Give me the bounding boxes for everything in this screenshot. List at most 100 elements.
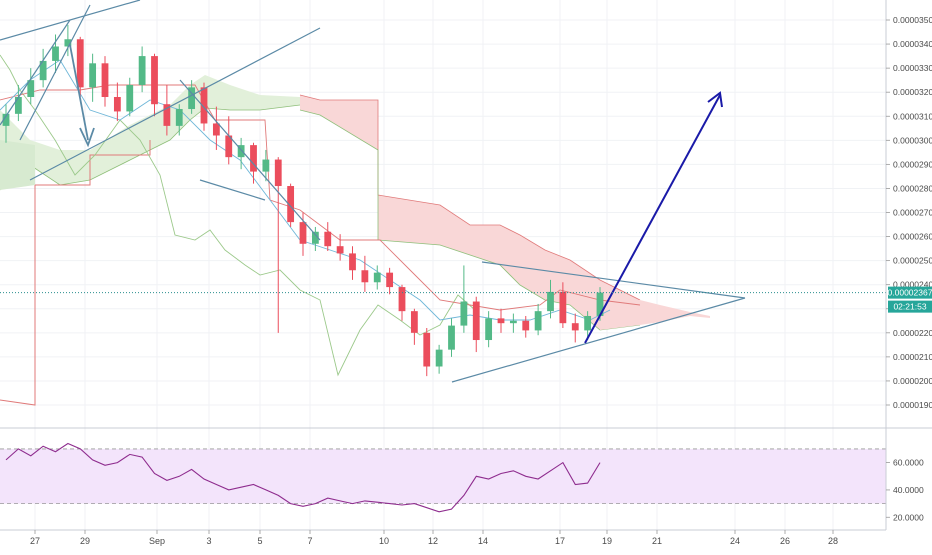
candle[interactable] <box>534 303 542 336</box>
candle[interactable] <box>212 106 220 150</box>
time-axis[interactable]: 27 29 Sep 3 5 7 10 12 14 17 19 21 24 26 28 <box>30 530 838 546</box>
candle-body <box>559 291 567 324</box>
candle[interactable] <box>163 84 171 136</box>
candle[interactable] <box>175 104 183 136</box>
rsi-tick-label: 60.0000 <box>893 458 924 468</box>
time-tick-label: 27 <box>30 536 40 546</box>
candle[interactable] <box>509 313 517 333</box>
candle[interactable] <box>472 296 480 353</box>
channel-line-inner[interactable] <box>0 19 71 126</box>
senkou-edge <box>0 140 151 406</box>
candle[interactable] <box>274 157 282 333</box>
candle[interactable] <box>435 344 443 374</box>
channel-line-steep[interactable] <box>19 4 91 141</box>
candle-body <box>237 145 245 158</box>
cloud-future <box>600 300 710 330</box>
candle[interactable] <box>324 222 332 251</box>
candle[interactable] <box>410 308 418 345</box>
candle[interactable] <box>101 56 109 107</box>
price-pane[interactable] <box>0 0 886 530</box>
candle[interactable] <box>2 104 10 143</box>
down-arrow-shaft[interactable] <box>69 44 89 141</box>
rsi-pane[interactable] <box>0 427 932 513</box>
candle[interactable] <box>64 24 72 57</box>
candle[interactable] <box>113 82 121 122</box>
candle-body <box>423 332 431 367</box>
candle[interactable] <box>225 116 233 165</box>
wedge-lower[interactable] <box>199 179 266 201</box>
candle[interactable] <box>386 267 394 295</box>
candle[interactable] <box>39 48 47 88</box>
candle-body <box>534 311 542 331</box>
candle[interactable] <box>547 279 554 319</box>
candle-body <box>287 186 295 223</box>
candle[interactable] <box>423 328 431 377</box>
time-tick-label: 3 <box>206 536 211 546</box>
candle[interactable] <box>373 265 381 290</box>
wedge-upper[interactable] <box>179 79 321 241</box>
projection-arrow-shaft[interactable] <box>584 94 721 344</box>
candle[interactable] <box>584 311 592 341</box>
projection-arrow-head[interactable] <box>707 91 723 108</box>
current-price-badge <box>888 286 932 299</box>
candle[interactable] <box>398 284 406 321</box>
candle[interactable] <box>361 255 369 292</box>
time-tick-label: 14 <box>478 536 488 546</box>
candle-body <box>2 113 10 126</box>
current-price-value: 0.00002367 <box>888 288 932 298</box>
candle[interactable] <box>76 36 84 97</box>
candle[interactable] <box>126 77 134 117</box>
rsi-axis[interactable]: 60.0000 40.0000 20.0000 <box>886 458 924 523</box>
time-tick-label: 17 <box>555 536 565 546</box>
cloud-bearish <box>300 95 640 330</box>
candle[interactable] <box>262 149 270 182</box>
candlesticks[interactable] <box>2 24 604 377</box>
drawing-tools[interactable] <box>0 0 746 383</box>
triangle-upper[interactable] <box>481 261 746 299</box>
candle[interactable] <box>151 53 158 117</box>
candle[interactable] <box>14 84 22 122</box>
time-tick-label: 7 <box>307 536 312 546</box>
candle[interactable] <box>27 68 35 105</box>
rsi-band <box>0 448 886 504</box>
candle-body <box>373 272 381 283</box>
candle-body <box>336 246 344 254</box>
time-tick-label: 12 <box>428 536 438 546</box>
down-arrow-head[interactable] <box>79 127 95 148</box>
candle[interactable] <box>460 265 468 333</box>
candle[interactable] <box>311 226 319 251</box>
time-tick-label: 21 <box>652 536 662 546</box>
candle[interactable] <box>89 53 97 102</box>
candle[interactable] <box>237 137 245 170</box>
candle-body <box>324 231 332 247</box>
candle[interactable] <box>571 313 579 343</box>
channel-line-long[interactable] <box>29 27 321 181</box>
candle-body <box>64 39 72 47</box>
price-tick-label: 0.00001900 <box>893 400 932 410</box>
candle[interactable] <box>138 46 146 93</box>
candle[interactable] <box>497 308 505 333</box>
triangle-lower[interactable] <box>451 297 746 383</box>
candle[interactable] <box>485 311 493 348</box>
candle[interactable] <box>559 282 567 328</box>
candle[interactable] <box>349 246 356 280</box>
candle-body <box>584 315 592 331</box>
time-tick-label: 19 <box>602 536 612 546</box>
candle[interactable] <box>287 183 295 227</box>
candle[interactable] <box>448 318 455 357</box>
candle-body <box>448 325 455 350</box>
candle[interactable] <box>336 234 344 261</box>
candle[interactable] <box>188 80 196 114</box>
candle[interactable] <box>522 315 530 338</box>
